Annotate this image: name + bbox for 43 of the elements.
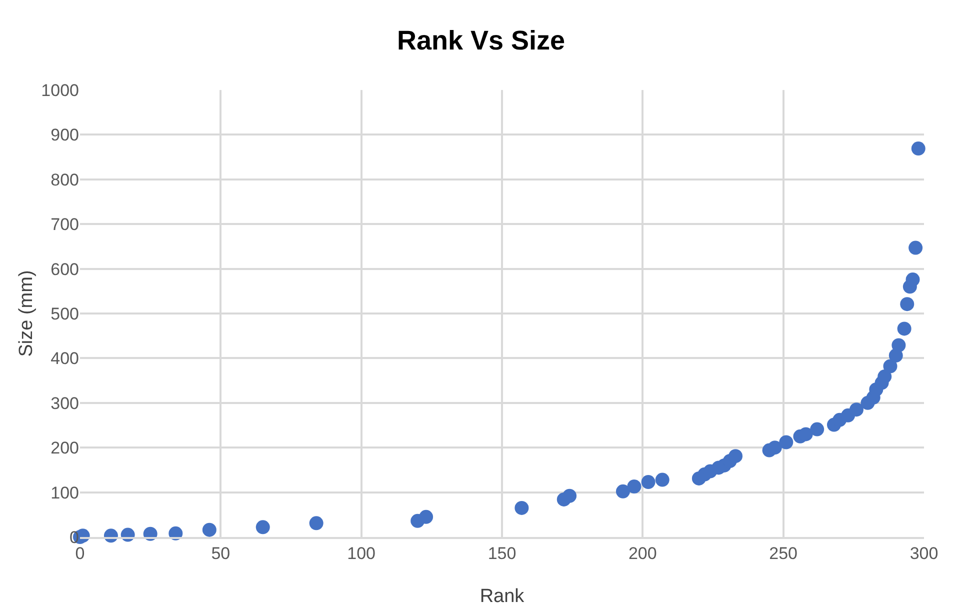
point (810, 422, 824, 436)
point (849, 402, 864, 417)
point (641, 475, 656, 490)
y-axis-title: Size (mm) (16, 270, 37, 357)
point (779, 435, 794, 450)
y-tick-label: 100 (50, 483, 79, 502)
x-tick-label: 200 (628, 544, 657, 564)
x-tick-label: 300 (910, 544, 938, 564)
x-tick-label: 100 (347, 544, 376, 564)
y-tick-label: 1000 (41, 80, 79, 100)
y-tick-label: 500 (50, 304, 79, 324)
point (616, 484, 630, 498)
point (900, 297, 914, 312)
chart-title: Rank Vs Size (396, 25, 566, 56)
point (883, 359, 898, 374)
x-tick-label: 150 (488, 544, 516, 564)
y-tick-label: 600 (50, 260, 79, 279)
point (514, 500, 529, 515)
point (906, 272, 920, 287)
point (202, 522, 216, 537)
x-tick-label: 50 (211, 544, 230, 564)
point (798, 427, 813, 442)
y-tick-label: 300 (50, 394, 79, 413)
y-tick-label: 700 (50, 215, 79, 234)
point (256, 520, 270, 534)
point (878, 370, 892, 384)
y-tick-label: 900 (50, 126, 79, 145)
point (768, 440, 782, 455)
y-tick-label: 200 (50, 438, 79, 458)
point (627, 479, 642, 494)
x-tick-label: 250 (769, 544, 798, 564)
point (655, 472, 670, 487)
point (309, 516, 324, 530)
point (897, 322, 912, 336)
point (728, 449, 743, 464)
point (892, 338, 906, 352)
point (562, 488, 577, 503)
y-tick-label: 800 (50, 170, 79, 190)
point (911, 142, 926, 156)
y-tick-label: 400 (50, 349, 79, 368)
point (419, 510, 434, 524)
point (908, 240, 923, 255)
x-axis-title: Rank (480, 586, 525, 607)
